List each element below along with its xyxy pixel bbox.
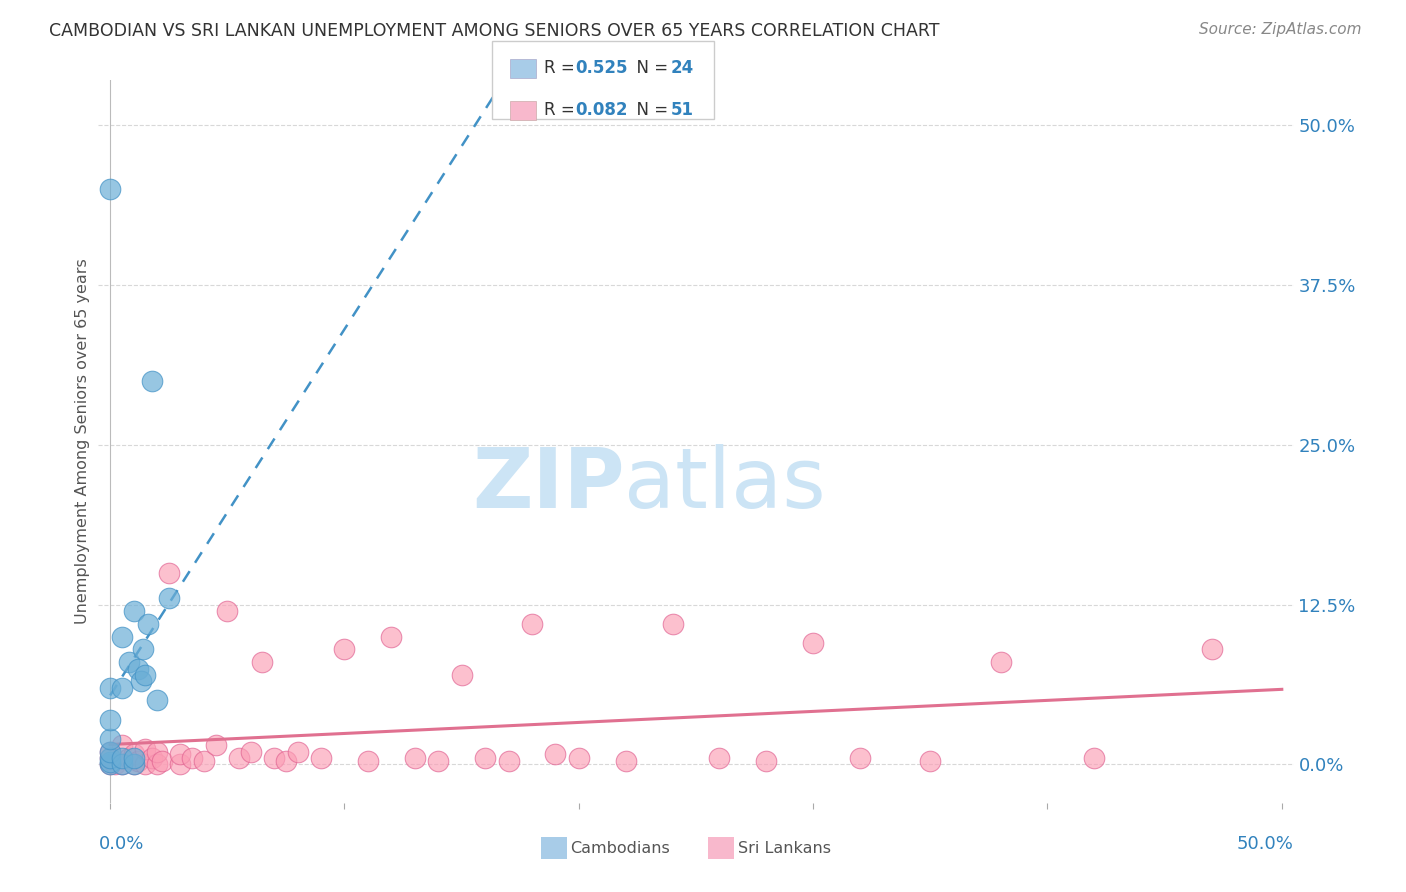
Point <box>239 745 262 759</box>
Text: 51: 51 <box>671 101 693 119</box>
Text: R =: R = <box>544 59 581 77</box>
Text: 24: 24 <box>671 59 695 77</box>
Point <box>1083 751 1105 765</box>
Point <box>98 745 121 759</box>
Text: Cambodians: Cambodians <box>571 841 671 855</box>
Point <box>157 591 180 606</box>
Text: 0.082: 0.082 <box>575 101 627 119</box>
Text: 0.0%: 0.0% <box>98 835 143 854</box>
Text: atlas: atlas <box>624 444 825 525</box>
Point <box>98 751 121 765</box>
Point <box>111 757 134 772</box>
Point <box>146 745 169 759</box>
Point <box>169 747 191 762</box>
Point <box>134 757 156 772</box>
Point <box>111 738 134 752</box>
Point <box>118 751 141 765</box>
Point <box>1201 642 1223 657</box>
Point <box>204 738 226 752</box>
Point <box>157 566 180 580</box>
Bar <box>709 838 734 859</box>
Point <box>333 642 356 657</box>
Point <box>129 674 152 689</box>
Point <box>122 604 145 618</box>
Point <box>263 751 285 765</box>
Point <box>98 751 121 765</box>
Point <box>111 757 134 772</box>
Point <box>427 754 450 768</box>
Point <box>380 630 402 644</box>
Point <box>122 757 145 772</box>
Text: ZIP: ZIP <box>472 444 624 525</box>
Point <box>98 745 121 759</box>
Point <box>122 751 145 765</box>
Point <box>520 616 543 631</box>
Point <box>287 745 309 759</box>
Point <box>755 754 778 768</box>
Point <box>127 754 149 768</box>
Point <box>193 754 215 768</box>
Point <box>801 636 824 650</box>
Point <box>498 754 520 768</box>
Point <box>122 757 145 772</box>
Point <box>450 668 472 682</box>
Point <box>252 655 274 669</box>
Text: N =: N = <box>626 101 673 119</box>
Text: 0.525: 0.525 <box>575 59 627 77</box>
Point <box>134 668 156 682</box>
Point <box>104 757 127 772</box>
Point <box>141 751 163 765</box>
Point <box>181 751 204 765</box>
Point <box>98 755 121 769</box>
Point <box>544 747 567 762</box>
Point <box>228 751 250 765</box>
Point <box>98 182 121 196</box>
Point <box>136 616 159 631</box>
Point <box>146 693 169 707</box>
Text: N =: N = <box>626 59 673 77</box>
Point <box>568 751 591 765</box>
Point <box>111 751 134 765</box>
Text: Source: ZipAtlas.com: Source: ZipAtlas.com <box>1198 22 1361 37</box>
Point <box>98 757 121 772</box>
Point <box>990 655 1012 669</box>
Point <box>98 681 121 695</box>
Point <box>98 757 121 772</box>
Point <box>661 616 683 631</box>
Point <box>98 713 121 727</box>
Point <box>920 754 942 768</box>
Point <box>141 374 163 388</box>
Point <box>146 757 169 772</box>
Text: 50.0%: 50.0% <box>1237 835 1294 854</box>
Point <box>709 751 731 765</box>
Point <box>122 747 145 762</box>
Point <box>132 642 155 657</box>
Point <box>111 630 134 644</box>
Point <box>169 757 191 772</box>
Point <box>118 655 141 669</box>
Point <box>849 751 872 765</box>
Point <box>98 731 121 746</box>
Point <box>309 751 332 765</box>
Point <box>357 754 380 768</box>
Y-axis label: Unemployment Among Seniors over 65 years: Unemployment Among Seniors over 65 years <box>75 259 90 624</box>
Point <box>134 742 156 756</box>
Point <box>274 754 297 768</box>
Point <box>404 751 426 765</box>
Text: CAMBODIAN VS SRI LANKAN UNEMPLOYMENT AMONG SENIORS OVER 65 YEARS CORRELATION CHA: CAMBODIAN VS SRI LANKAN UNEMPLOYMENT AMO… <box>49 22 939 40</box>
Point <box>614 754 637 768</box>
Point <box>150 754 173 768</box>
Point <box>127 661 149 675</box>
Text: R =: R = <box>544 101 581 119</box>
Bar <box>541 838 567 859</box>
Point <box>111 681 134 695</box>
Point <box>474 751 496 765</box>
Point <box>217 604 239 618</box>
Text: Sri Lankans: Sri Lankans <box>738 841 831 855</box>
